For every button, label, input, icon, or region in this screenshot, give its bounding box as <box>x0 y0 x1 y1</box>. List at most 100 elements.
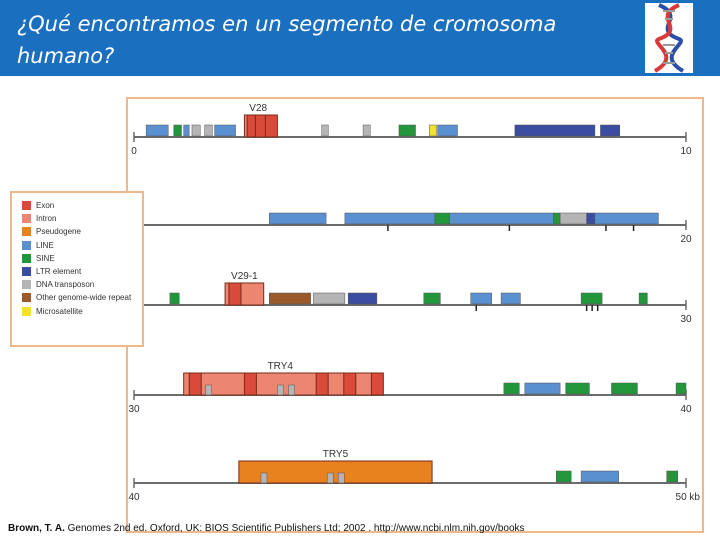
gene-label: TRY4 <box>268 361 294 372</box>
legend-rows: Exon Intron Pseudogene LINE SINE LTR element D… <box>22 199 142 318</box>
element-sine <box>169 292 180 305</box>
legend-swatch <box>22 293 31 303</box>
element-sine <box>434 212 450 225</box>
element-line <box>594 212 659 225</box>
legend-swatch <box>22 267 31 277</box>
legend-swatch <box>22 240 31 250</box>
legend-label: Other genome-wide repeat <box>36 293 132 303</box>
element-ltr-element <box>586 212 596 225</box>
genome-map: 0 10 V28 20 30 V29-1 30 40 TRY4 40 50 kb TRY5 <box>128 103 700 503</box>
legend-item: LTR element <box>22 265 142 278</box>
element-sine <box>565 382 590 395</box>
legend: Exon Intron Pseudogene LINE SINE LTR element D… <box>10 191 144 347</box>
axis-tick-label: 0 <box>131 146 137 157</box>
element-dna-transposon <box>204 124 213 137</box>
element-ltr-element <box>600 124 621 137</box>
element-line <box>183 124 190 137</box>
gene-label: V29-1 <box>231 271 258 282</box>
element-ltr-element <box>514 124 596 137</box>
genome-row: 40 50 kb TRY5 <box>128 449 700 503</box>
legend-label: LINE <box>36 240 54 250</box>
element-sine <box>173 124 182 137</box>
legend-item: LINE <box>22 239 142 252</box>
genome-row: 0 10 V28 <box>131 103 692 157</box>
genome-row: 30 V29-1 <box>133 271 692 325</box>
element-line <box>580 470 619 483</box>
slide-title: ¿Qué encontramos en un segmento de cromo… <box>17 8 637 72</box>
element-line <box>268 212 327 225</box>
legend-label: Pseudogene <box>36 227 81 237</box>
element-sine <box>398 124 416 137</box>
slide-title-line-2: humano? <box>17 44 115 68</box>
element-dna-transposon <box>362 124 371 137</box>
element-line <box>470 292 492 305</box>
element-dna-transposon <box>205 384 213 396</box>
exon-block <box>370 372 384 396</box>
legend-label: LTR element <box>36 267 82 277</box>
legend-item: Exon <box>22 199 142 212</box>
citation-text: Genomes 2nd ed. Oxford, UK: BIOS Scienti… <box>64 523 525 534</box>
legend-item: Pseudogene <box>22 225 142 238</box>
exon-block <box>315 372 329 396</box>
legend-item: DNA transposon <box>22 278 142 291</box>
legend-item: Microsatellite <box>22 305 142 318</box>
element-dna-transposon <box>260 472 268 484</box>
element-line <box>524 382 561 395</box>
legend-item: Other genome-wide repeat <box>22 291 142 304</box>
exon-block <box>228 282 242 306</box>
dna-helix-graphic <box>653 3 685 73</box>
legend-label: Exon <box>36 201 55 211</box>
axis-tick-label: 30 <box>680 314 692 325</box>
element-dna-transposon <box>313 292 346 305</box>
element-line <box>449 212 554 225</box>
element-sine <box>611 382 638 395</box>
element-dna-transposon <box>326 472 334 484</box>
element-microsatellite <box>429 124 437 137</box>
element-line <box>437 124 458 137</box>
title-bar: ¿Qué encontramos en un segmento de cromo… <box>0 0 720 76</box>
gene-label: V28 <box>249 103 267 114</box>
exon-block <box>243 372 257 396</box>
gene-label: TRY5 <box>323 449 349 460</box>
legend-item: Intron <box>22 212 142 225</box>
citation-author: Brown, T. A. <box>8 523 65 534</box>
gene-block <box>238 460 433 484</box>
legend-label: Microsatellite <box>36 306 83 316</box>
axis-tick-label: 30 <box>128 404 140 415</box>
legend-swatch <box>22 227 31 237</box>
element-dna-transposon <box>277 384 284 396</box>
element-ltr-element <box>347 292 378 305</box>
element-dna-transposon <box>191 124 201 137</box>
element-line <box>344 212 436 225</box>
dna-helix-icon <box>645 3 693 73</box>
legend-swatch <box>22 253 31 263</box>
axis-tick-label: 40 <box>680 404 692 415</box>
axis-tick-label: 10 <box>680 146 692 157</box>
legend-item: SINE <box>22 252 142 265</box>
legend-swatch <box>22 280 31 290</box>
legend-label: DNA transposon <box>36 280 95 290</box>
element-sine <box>638 292 648 305</box>
genome-row: 30 40 TRY4 <box>128 361 692 415</box>
exon-block <box>343 372 357 396</box>
element-dna-transposon <box>321 124 329 137</box>
element-sine <box>580 292 603 305</box>
element-line <box>145 124 169 137</box>
element-line <box>214 124 236 137</box>
element-sine <box>553 212 561 225</box>
genome-row: 20 <box>133 212 692 245</box>
element-sine <box>675 382 687 395</box>
element-dna-transposon <box>337 472 345 484</box>
element-dna-transposon <box>288 384 295 396</box>
element-other-genome-wide-repeat <box>268 292 311 305</box>
axis-tick-label: 50 kb <box>676 492 701 503</box>
legend-label: SINE <box>36 253 55 263</box>
citation: Brown, T. A. Genomes 2nd ed. Oxford, UK:… <box>8 523 525 534</box>
legend-swatch <box>22 306 31 316</box>
element-line <box>500 292 521 305</box>
slide-title-line-1: ¿Qué encontramos en un segmento de cromo… <box>17 12 557 36</box>
element-sine <box>556 470 572 483</box>
axis-tick-label: 20 <box>680 234 692 245</box>
exon-block <box>188 372 202 396</box>
exon-block <box>264 114 278 138</box>
